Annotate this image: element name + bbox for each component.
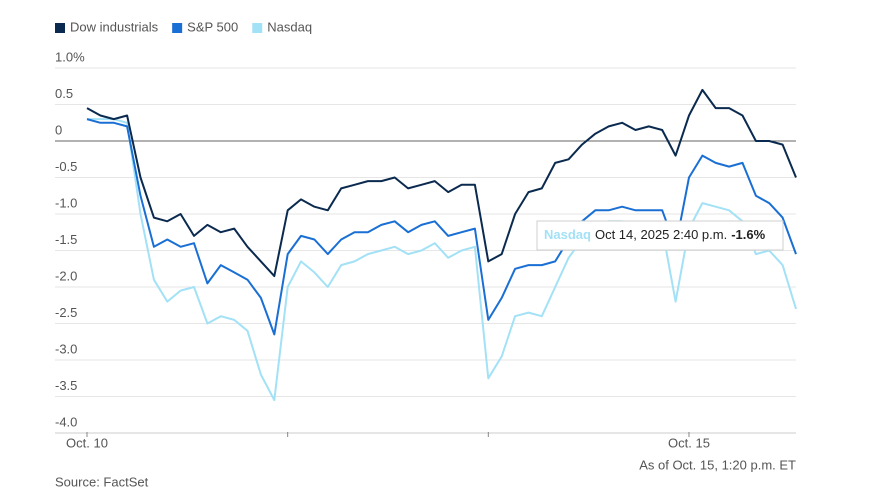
- legend-label: Nasdaq: [267, 19, 312, 34]
- legend-swatch: [55, 23, 65, 33]
- y-tick-label: -2.0: [55, 268, 77, 283]
- y-tick-label: 0.5: [55, 86, 73, 101]
- x-tick-label: Oct. 15: [668, 435, 710, 450]
- y-tick-label: 1.0%: [55, 49, 85, 64]
- tooltip-series: Nasdaq: [544, 227, 591, 242]
- tooltip-box: [536, 220, 784, 251]
- y-tick-label: 0: [55, 122, 62, 137]
- source: Source: FactSet: [55, 474, 149, 489]
- legend-swatch: [252, 23, 263, 33]
- legend: Dow industrials S&P 500 Nasdaq: [55, 19, 312, 34]
- y-tick-label: -2.5: [55, 305, 77, 320]
- y-tick-label: -1.5: [55, 232, 77, 247]
- grid: 1.0% 0.5 0 -0.5 -1.0 -1.5 -2.0 -2.5 -3.0 -3.5 -4.0…: [55, 49, 796, 450]
- series-line: [86, 88, 797, 278]
- y-tick-label: -3.5: [55, 378, 77, 393]
- legend-swatch: [172, 23, 183, 33]
- tooltip-label: Oct 14, 2025 2:40 p.m.: [595, 227, 727, 242]
- tooltip-value: -1.6%: [731, 227, 765, 242]
- series-line: [87, 118, 797, 402]
- y-tick-label: -1.0: [55, 195, 77, 210]
- y-tick-label: -3.0: [55, 341, 77, 356]
- x-tick-label: Oct. 10: [66, 435, 108, 450]
- y-tick-label: -4.0: [55, 414, 77, 429]
- y-tick-label: -0.5: [55, 159, 77, 174]
- legend-label: Dow industrials: [70, 19, 159, 34]
- legend-label: S&P 500: [187, 19, 238, 34]
- tooltip: Nasdaq Oct 14, 2025 2:40 p.m. -1.6%: [536, 220, 784, 251]
- tooltip-text: Nasdaq Oct 14, 2025 2:40 p.m. -1.6%: [544, 227, 766, 242]
- note: As of Oct. 15, 1:20 p.m. ET: [639, 457, 796, 472]
